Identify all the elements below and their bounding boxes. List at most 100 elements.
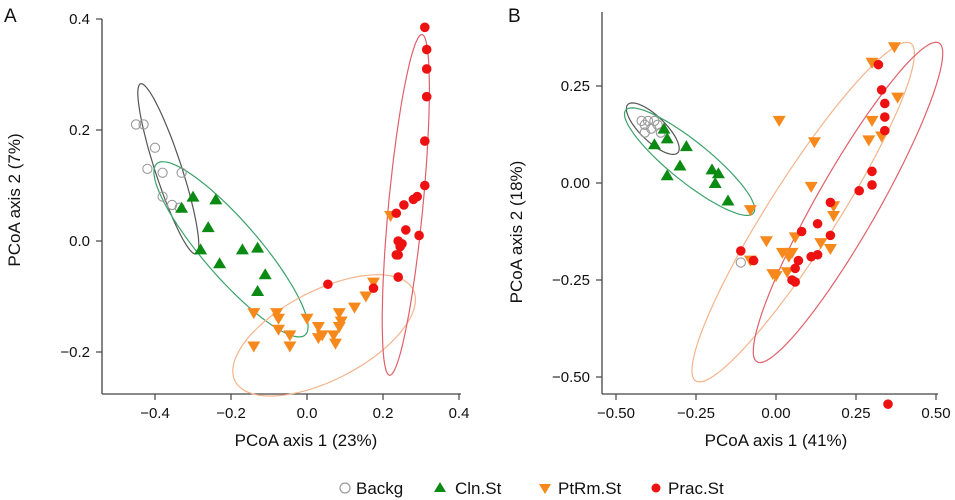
panel-a-point-cln-st (251, 284, 265, 296)
panel-b-point-cln-st (679, 140, 693, 152)
panel-b-point-backg (639, 127, 650, 138)
legend: Backg Cln.St PtRm.St Prac.St (339, 479, 724, 498)
panel-b-point-ptrm-st (772, 115, 786, 127)
panel-b-point-ptrm-st (814, 238, 828, 250)
panel-b-label: B (508, 6, 521, 27)
panel-a-y-axis-title: PCoA axis 2 (7%) (5, 133, 24, 266)
panel-a-point-prac-st (421, 91, 432, 102)
panel-a-point-cln-st (201, 221, 215, 233)
panel-b-point-cln-st (660, 132, 674, 144)
legend-marker-ptrm-st (539, 484, 551, 494)
panel-b-point-cln-st (647, 138, 661, 150)
panel-b-point-prac-st (806, 251, 816, 262)
panel-b-point-prac-st (790, 263, 800, 274)
panel-a-point-prac-st (401, 225, 411, 235)
panel-b-point-prac-st (880, 98, 890, 109)
panel-a-point-prac-st (323, 279, 333, 290)
legend-item-backg: Backg (339, 479, 403, 498)
legend-label-prac-st: Prac.St (668, 479, 724, 498)
panel-b-ellipse-backg (625, 102, 680, 155)
panel-a-x-tick-label: 0.4 (449, 405, 470, 422)
panel-a-point-prac-st (391, 250, 402, 260)
panel-a-point-backg (138, 119, 149, 130)
panel-b-point-ptrm-st (887, 42, 901, 54)
panel-b-point-ptrm-st (743, 205, 757, 217)
panel-a-points (130, 22, 432, 353)
legend-label-ptrm-st: PtRm.St (558, 479, 622, 498)
panel-a-ellipse-prac-st (381, 33, 430, 376)
panel-a-point-backg (157, 167, 168, 178)
panel-a-ellipse-backg (137, 83, 200, 255)
panel-a-point-prac-st (421, 64, 432, 74)
legend-marker-prac-st (651, 483, 661, 493)
panel-a-point-ptrm-st (300, 313, 314, 325)
panel-b-point-prac-st (825, 197, 836, 208)
panel-a-point-prac-st (414, 230, 424, 241)
panel-b-x-tick-label: −0.50 (597, 405, 635, 422)
panel-a-y-tick-label: 0.4 (69, 11, 90, 28)
panel-a-point-backg (176, 167, 187, 178)
panel-b-point-prac-st (867, 166, 877, 177)
legend-marker-cln-st (434, 482, 446, 492)
panel-b-point-cln-st (721, 194, 735, 206)
panel-b-y-tick-label: −0.50 (552, 369, 590, 386)
panel-a-ellipse-ptrm-st (232, 274, 416, 397)
panel-a-point-backg (149, 142, 161, 153)
panel-a-point-ptrm-st (247, 341, 261, 353)
panel-a-point-cln-st (235, 243, 249, 255)
panel-b-point-ptrm-st (782, 251, 796, 263)
panel-a-point-backg (166, 199, 178, 211)
panel-b-axes: −0.50 −0.25 0.00 0.25 0.50 −0.50 −0.25 0.00 0.25 (552, 12, 951, 422)
panel-a-point-ptrm-st (327, 330, 341, 342)
panel-b-point-prac-st (867, 180, 877, 190)
panel-a-point-cln-st (251, 241, 265, 253)
panel-b-point-backg (735, 257, 746, 268)
panel-a-point-ptrm-st (367, 277, 380, 289)
panel-b-point-ptrm-st (804, 181, 818, 193)
panel-a-point-cln-st (194, 243, 208, 255)
panel-a-point-ptrm-st (311, 333, 325, 345)
panel-b-point-prac-st (873, 59, 884, 70)
panel-a-axes: −0.4 −0.2 0.0 0.2 0.4 −0.2 0.0 0.2 0.4 (60, 11, 469, 422)
panel-b-point-prac-st (883, 399, 893, 409)
panel-a-point-ptrm-st (348, 302, 361, 314)
panel-b-point-prac-st (876, 85, 887, 95)
panel-b-point-ptrm-st (769, 271, 783, 283)
panel-b-x-tick-label: −0.25 (677, 405, 715, 422)
panel-b-y-tick-label: −0.25 (552, 272, 590, 289)
panel-b-point-ptrm-st (862, 135, 876, 147)
panel-a-x-tick-label: 0.2 (373, 405, 394, 422)
panel-b-point-ptrm-st (865, 115, 879, 127)
legend-item-cln-st: Cln.St (434, 479, 502, 498)
panel-a-point-ptrm-st (329, 338, 342, 350)
panel-a-y-tick-label: 0.2 (69, 122, 90, 139)
panel-b-point-prac-st (790, 277, 800, 287)
panel-a-point-ptrm-st (332, 308, 346, 320)
panel-b-point-prac-st (854, 185, 864, 196)
panel-a-point-cln-st (175, 201, 189, 213)
panel-a-point-cln-st (213, 257, 227, 269)
panel-b-point-ptrm-st (807, 137, 821, 149)
panel-a-x-axis-title: PCoA axis 1 (23%) (235, 431, 378, 450)
legend-label-cln-st: Cln.St (455, 479, 502, 498)
panel-b-point-ptrm-st (775, 247, 789, 259)
panel-a-point-ptrm-st (247, 308, 261, 320)
panel-a-point-ptrm-st (270, 308, 284, 320)
panel-a-x-tick-label: 0.0 (297, 405, 318, 422)
panel-b-ellipse-ptrm-st (691, 41, 916, 383)
panel-b-point-prac-st (748, 255, 759, 266)
panel-b-point-ptrm-st (823, 243, 837, 255)
panel-a-point-cln-st (186, 190, 200, 202)
panel-b: B −0.50 −0.25 0.00 0.25 0.50 −0.50 −0.25 0.00 0.… (507, 6, 951, 450)
legend-item-prac-st: Prac.St (651, 479, 724, 498)
panel-a-x-tick-label: −0.4 (140, 405, 170, 422)
panel-b-point-prac-st (880, 112, 890, 122)
panel-b-point-ptrm-st (865, 57, 879, 69)
panel-b-point-prac-st (796, 226, 807, 237)
panel-a-point-prac-st (421, 44, 432, 55)
panel-a-label: A (4, 6, 17, 27)
panel-b-point-prac-st (880, 125, 890, 136)
panel-a-point-ptrm-st (283, 341, 297, 353)
panel-a-point-prac-st (420, 136, 430, 146)
panel-a-point-ptrm-st (334, 316, 348, 328)
